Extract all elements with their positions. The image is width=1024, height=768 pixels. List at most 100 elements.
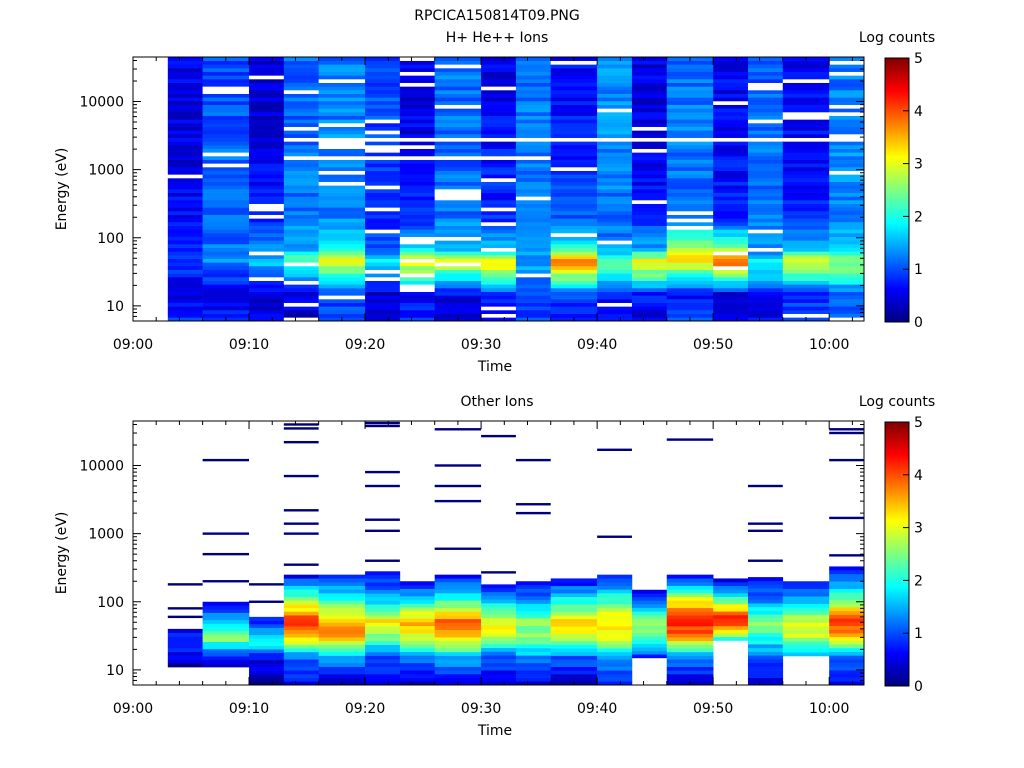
heatmap-cell	[747, 662, 784, 667]
heatmap-cell	[631, 156, 668, 160]
heatmap-cell	[829, 588, 864, 593]
heatmap-cell	[747, 207, 784, 212]
heatmap-cell	[829, 673, 864, 678]
heatmap-cell	[399, 141, 435, 146]
heatmap-cell	[631, 90, 668, 94]
heatmap-cell	[631, 596, 668, 601]
heatmap-cell	[283, 93, 319, 98]
heatmap-cell	[318, 277, 366, 281]
heatmap-cell	[713, 596, 749, 601]
colorbar-tick-label: 1	[914, 262, 923, 278]
sweep-column	[365, 57, 401, 321]
heatmap-cell	[550, 648, 598, 653]
colorbar-label: Log counts	[859, 394, 935, 410]
heatmap-cell	[318, 640, 366, 645]
heatmap-cell	[249, 174, 285, 179]
heatmap-cell	[318, 255, 366, 259]
heatmap-cell	[399, 159, 435, 164]
sparse-count-line	[365, 518, 400, 521]
heatmap-cell	[283, 82, 319, 87]
heatmap-cell	[782, 273, 830, 278]
heatmap-cell	[713, 214, 749, 219]
heatmap-cell	[434, 167, 482, 171]
heatmap-cell	[597, 71, 633, 76]
heatmap-cell	[597, 280, 633, 285]
heatmap-cell	[631, 258, 668, 263]
heatmap-cell	[365, 60, 401, 65]
heatmap-cell	[782, 93, 830, 98]
heatmap-cell	[283, 156, 319, 160]
heatmap-cell	[666, 148, 714, 153]
heatmap-cell	[597, 174, 633, 179]
heatmap-cell	[318, 68, 366, 72]
heatmap-cell	[318, 145, 366, 149]
heatmap-cell	[782, 313, 830, 318]
heatmap-cell	[747, 299, 784, 303]
heatmap-cell	[782, 255, 830, 259]
heatmap-cell	[283, 203, 319, 208]
heatmap-cell	[782, 126, 830, 131]
heatmap-cell	[597, 269, 633, 274]
heatmap-cell	[434, 101, 482, 105]
heatmap-cell	[167, 156, 203, 160]
heatmap-cell	[666, 637, 714, 642]
heatmap-cell	[829, 581, 864, 586]
heatmap-cell	[666, 596, 714, 601]
heatmap-cell	[283, 167, 319, 171]
heatmap-cell	[631, 639, 668, 644]
heatmap-cell	[747, 244, 784, 248]
heatmap-cell	[515, 93, 552, 98]
heatmap-cell	[481, 591, 517, 596]
heatmap-cell	[481, 313, 517, 318]
heatmap-cell	[666, 123, 714, 127]
heatmap-cell	[829, 592, 864, 597]
panel-other-ions: Other Ions 09:00 09:10 09:20 09:30 09:40 09:5…	[54, 394, 865, 739]
heatmap-cell	[550, 97, 598, 102]
sweep-column	[666, 57, 714, 321]
colorbar-tick-label: 3	[914, 157, 923, 173]
heatmap-cell	[666, 604, 714, 609]
heatmap-cell	[782, 112, 830, 116]
heatmap-cell	[283, 244, 319, 248]
heatmap-cell	[167, 233, 203, 237]
heatmap-cell	[399, 60, 435, 65]
heatmap-cell	[747, 310, 784, 314]
heatmap-cell	[434, 112, 482, 116]
heatmap-cell	[318, 90, 366, 94]
heatmap-cell	[631, 71, 668, 76]
heatmap-cell	[202, 218, 250, 223]
heatmap-cell	[829, 90, 864, 94]
heatmap-cell	[631, 185, 668, 190]
heatmap-cell	[202, 641, 250, 646]
heatmap-cell	[283, 185, 319, 190]
heatmap-cell	[597, 167, 633, 171]
sparse-count-line	[434, 547, 482, 550]
heatmap-cell	[434, 86, 482, 91]
sparse-count-line	[283, 474, 319, 478]
heatmap-cell	[434, 589, 482, 594]
heatmap-cell	[481, 218, 517, 223]
heatmap-cell	[283, 622, 319, 627]
heatmap-cell	[666, 152, 714, 157]
heatmap-cell	[515, 588, 552, 593]
heatmap-cell	[631, 178, 668, 182]
heatmap-cell	[597, 148, 633, 153]
heatmap-cell	[249, 163, 285, 168]
sparse-count-line	[283, 423, 319, 426]
heatmap-cell	[249, 145, 285, 149]
heatmap-cell	[713, 225, 749, 230]
heatmap-cell	[597, 163, 633, 168]
heatmap-cell	[829, 214, 864, 219]
sweep-column	[782, 57, 830, 321]
heatmap-cell	[365, 585, 401, 590]
heatmap-cell	[167, 655, 203, 660]
heatmap-cell	[202, 71, 250, 76]
heatmap-cell	[666, 203, 714, 208]
heatmap-cell	[515, 174, 552, 179]
heatmap-cell	[829, 662, 864, 667]
heatmap-cell	[713, 79, 749, 83]
heatmap-cell	[666, 291, 714, 296]
heatmap-cell	[631, 211, 668, 215]
heatmap-cell	[829, 79, 864, 83]
heatmap-cell	[597, 258, 633, 263]
